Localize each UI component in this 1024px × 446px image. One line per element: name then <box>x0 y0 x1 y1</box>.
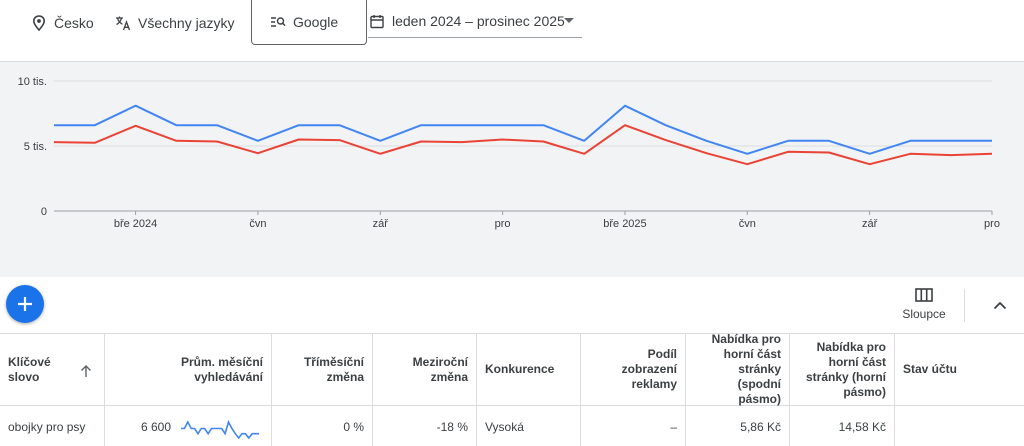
header-keyword[interactable]: Klíčové slovo <box>0 334 105 405</box>
calendar-icon <box>368 12 386 30</box>
header-ad-impression-share[interactable]: Podíl zobrazení reklamy <box>581 334 686 405</box>
search-trend-chart: 10 tis. 5 tis. 0 bře 2024 čvn zář pro bře 2025 č… <box>0 62 1024 277</box>
search-list-icon <box>269 13 287 31</box>
cell-account-status <box>895 406 1024 446</box>
location-filter[interactable]: Česko <box>30 0 94 45</box>
line-chart: 10 tis. 5 tis. 0 bře 2024 čvn zář pro bře 2025 č… <box>18 76 1000 230</box>
table-row[interactable]: obojky pro psy 6 600 0 % -18 % Vysoká – … <box>0 406 1024 446</box>
header-ad-share-label: Podíl zobrazení reklamy <box>621 347 677 391</box>
columns-icon <box>915 288 933 302</box>
location-label: Česko <box>54 14 94 31</box>
x-tick-label: bře 2025 <box>603 218 646 230</box>
y-tick-label: 0 <box>41 206 47 218</box>
location-pin-icon <box>30 14 48 32</box>
cell-competition: Vysoká <box>477 406 581 446</box>
x-tick-label: čvn <box>249 218 266 230</box>
cell-bid-high: 14,58 Kč <box>790 406 895 446</box>
y-tick-label: 5 tis. <box>24 141 47 153</box>
header-competition[interactable]: Konkurence <box>477 334 581 405</box>
header-account-status[interactable]: Stav účtu <box>895 334 1024 405</box>
cell-ad-share: – <box>581 406 686 446</box>
header-yoy-change[interactable]: Meziroční změna <box>373 334 477 405</box>
collapse-button[interactable] <box>986 291 1014 319</box>
language-label: Všechny jazyky <box>138 14 235 31</box>
header-avg-searches-label: Prům. měsíční vyhledávání <box>180 354 263 384</box>
series-line-1 <box>53 124 993 166</box>
x-tick-label: pro <box>984 218 1000 230</box>
header-yoy-label: Meziroční změna <box>412 354 468 384</box>
x-tick-label: čvn <box>739 218 756 230</box>
header-keyword-label: Klíčové slovo <box>8 354 51 384</box>
cell-bid-low: 5,86 Kč <box>686 406 790 446</box>
keyword-table: Klíčové slovo Prům. měsíční vyhledávání … <box>0 332 1024 446</box>
date-range-label: leden 2024 – prosinec 2025 <box>392 13 565 29</box>
header-avg-searches[interactable]: Prům. měsíční vyhledávání <box>105 334 272 405</box>
header-bid-high-label: Nabídka pro horní část stránky (horní pá… <box>805 339 886 399</box>
cell-yoy-change: -18 % <box>373 406 477 446</box>
filter-bar: Česko Všechny jazyky Google lede <box>0 0 1024 62</box>
columns-button[interactable]: Sloupce <box>894 287 954 327</box>
header-bid-low-label: Nabídka pro horní část stránky (spodní p… <box>711 332 781 406</box>
translate-icon <box>114 14 132 32</box>
series-line-0 <box>54 104 992 155</box>
x-tick-label: bře 2024 <box>114 218 157 230</box>
x-tick-label: zář <box>373 218 389 230</box>
x-tick-label: zář <box>862 218 878 230</box>
date-range-dropdown[interactable]: leden 2024 – prosinec 2025 <box>368 5 582 38</box>
search-engine-filter[interactable]: Google <box>251 0 367 45</box>
cell-three-month-change: 0 % <box>272 406 373 446</box>
add-button[interactable] <box>6 285 44 323</box>
header-competition-label: Konkurence <box>485 362 555 376</box>
y-tick-label: 10 tis. <box>18 76 47 88</box>
header-account-status-label: Stav účtu <box>903 362 958 376</box>
table-header-row: Klíčové slovo Prům. měsíční vyhledávání … <box>0 332 1024 406</box>
x-tick-label: pro <box>495 218 511 230</box>
columns-label: Sloupce <box>902 307 946 321</box>
header-three-month-change[interactable]: Tříměsíční změna <box>272 334 373 405</box>
trend-sparkline <box>181 419 259 439</box>
plus-icon <box>18 297 32 311</box>
header-bid-low[interactable]: Nabídka pro horní část stránky (spodní p… <box>686 332 790 406</box>
cell-avg-searches: 6 600 <box>105 406 272 446</box>
avg-searches-value: 6 600 <box>140 419 171 434</box>
chevron-up-icon <box>993 301 1007 309</box>
sort-arrow-up-icon <box>81 365 91 377</box>
header-three-month-label: Tříměsíční změna <box>303 354 364 384</box>
language-filter[interactable]: Všechny jazyky <box>114 0 234 45</box>
table-toolbar: Sloupce <box>0 277 1024 333</box>
search-engine-label: Google <box>293 14 339 30</box>
cell-keyword: obojky pro psy <box>0 406 105 446</box>
sparkline-path <box>181 419 259 439</box>
toolbar-divider <box>964 289 965 322</box>
dropdown-arrow-icon <box>564 18 574 23</box>
header-bid-high[interactable]: Nabídka pro horní část stránky (horní pá… <box>790 334 895 405</box>
